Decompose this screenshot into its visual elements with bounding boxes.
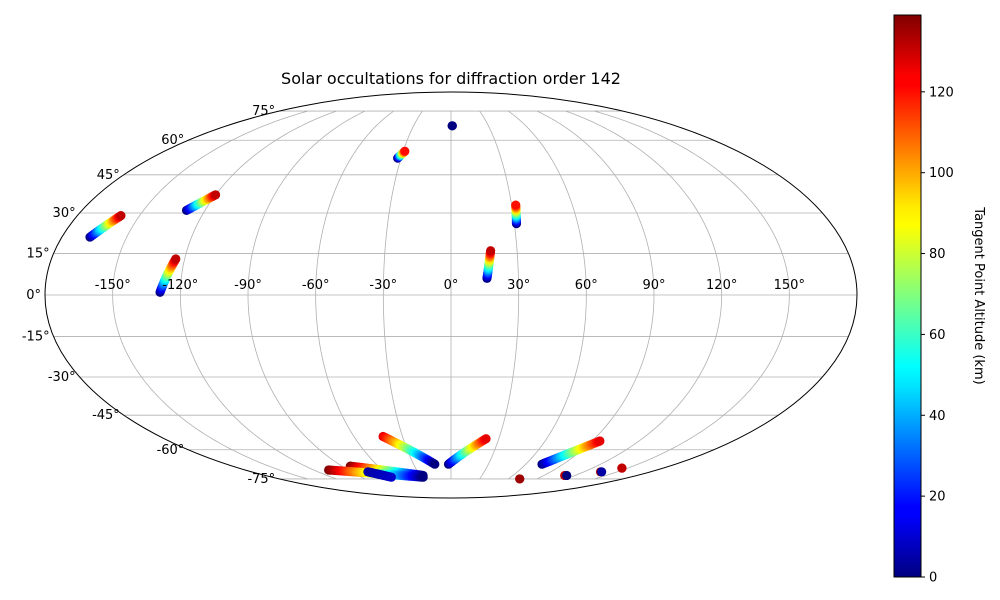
longitude-tick-label: 60° (575, 278, 598, 293)
meridian-line (315, 110, 394, 480)
longitude-tick-label: 150° (774, 278, 805, 293)
colorbar-ticks: 0 20 40 60 80 100 120 (921, 85, 954, 586)
longitude-tick-labels: -150° -120° -90° -60° -30° 0° 30° 60° 90° 120° 150… (95, 278, 805, 293)
map-boundary (44, 91, 858, 499)
colorbar: 0 20 40 60 80 100 120 Tangent Point Altitude (… (893, 14, 986, 586)
data-point (595, 436, 605, 446)
colorbar-tick-label: 0 (929, 571, 937, 586)
chart-title: Solar occultations for diffraction order… (281, 69, 621, 88)
latitude-tick-label: 45° (97, 168, 120, 183)
latitude-tick-label: 75° (252, 104, 275, 119)
data-point (386, 472, 396, 482)
data-point (447, 121, 457, 131)
colorbar-tick-label: 120 (929, 85, 954, 100)
data-point (515, 474, 525, 484)
meridian-line (382, 110, 423, 480)
data-point (171, 254, 181, 264)
data-point (486, 246, 496, 256)
longitude-tick-label: 120° (706, 278, 737, 293)
data-point (481, 434, 491, 444)
latitude-tick-label: -75° (247, 472, 275, 487)
occultation-track (363, 467, 396, 482)
colorbar-tick-label: 20 (929, 490, 946, 505)
occultation-track (515, 474, 525, 484)
longitude-tick-label: -90° (234, 278, 262, 293)
occultation-track (181, 190, 221, 215)
occultation-track (155, 254, 181, 297)
latitude-tick-label: 0° (26, 288, 41, 303)
latitude-tick-label: 30° (53, 206, 76, 221)
longitude-tick-label: -120° (162, 278, 198, 293)
occultation-track (511, 200, 522, 229)
colorbar-gradient (893, 14, 922, 578)
colorbar-tick-label: 100 (929, 166, 954, 181)
meridian-line (536, 110, 655, 480)
meridian-line (594, 110, 790, 480)
data-point (511, 200, 521, 210)
latitude-tick-label: -15° (22, 330, 50, 345)
occultation-track (443, 434, 491, 469)
data-point (562, 470, 572, 481)
occultation-tracks (85, 121, 627, 484)
latitude-tick-label: -60° (157, 443, 185, 458)
longitude-tick-label: -30° (369, 278, 397, 293)
longitude-tick-label: -150° (95, 278, 131, 293)
data-point (116, 211, 126, 221)
meridian-line (479, 110, 520, 480)
longitude-tick-label: -60° (302, 278, 330, 293)
occultation-track (560, 470, 572, 481)
colorbar-tick-label: 80 (929, 247, 946, 262)
latitude-tick-label: 60° (161, 133, 184, 148)
occultation-track (378, 431, 440, 469)
occultation-track (595, 467, 607, 477)
occultation-track (537, 436, 605, 469)
colorbar-tick-label: 40 (929, 409, 946, 424)
meridian-line (112, 110, 308, 480)
longitude-tick-label: 90° (642, 278, 665, 293)
occultation-track (482, 246, 496, 283)
latitude-tick-label: 15° (27, 246, 50, 261)
longitude-tick-label: 0° (444, 278, 459, 293)
occultation-track (393, 146, 410, 163)
latitude-tick-labels: 75° 60° 45° 30° 15° 0° -15° -30° -45° -60° -75° (22, 104, 275, 487)
longitude-tick-label: 30° (507, 278, 530, 293)
latitude-tick-label: -45° (92, 408, 120, 423)
occultation-track (85, 211, 126, 242)
data-point (617, 463, 627, 473)
colorbar-tick-label: 60 (929, 328, 946, 343)
occultation-track (617, 463, 627, 473)
data-point (400, 146, 410, 156)
meridian-line (247, 110, 366, 480)
latitude-tick-label: -30° (48, 370, 76, 385)
data-point (210, 190, 221, 200)
graticule-grid (45, 110, 857, 480)
occultation-track (447, 121, 457, 131)
data-point (430, 459, 440, 469)
colorbar-label: Tangent Point Altitude (km) (971, 206, 986, 384)
data-point (418, 472, 428, 482)
meridian-line (565, 110, 723, 480)
meridian-line (508, 110, 587, 480)
meridian-line (179, 110, 337, 480)
data-point (597, 467, 607, 477)
